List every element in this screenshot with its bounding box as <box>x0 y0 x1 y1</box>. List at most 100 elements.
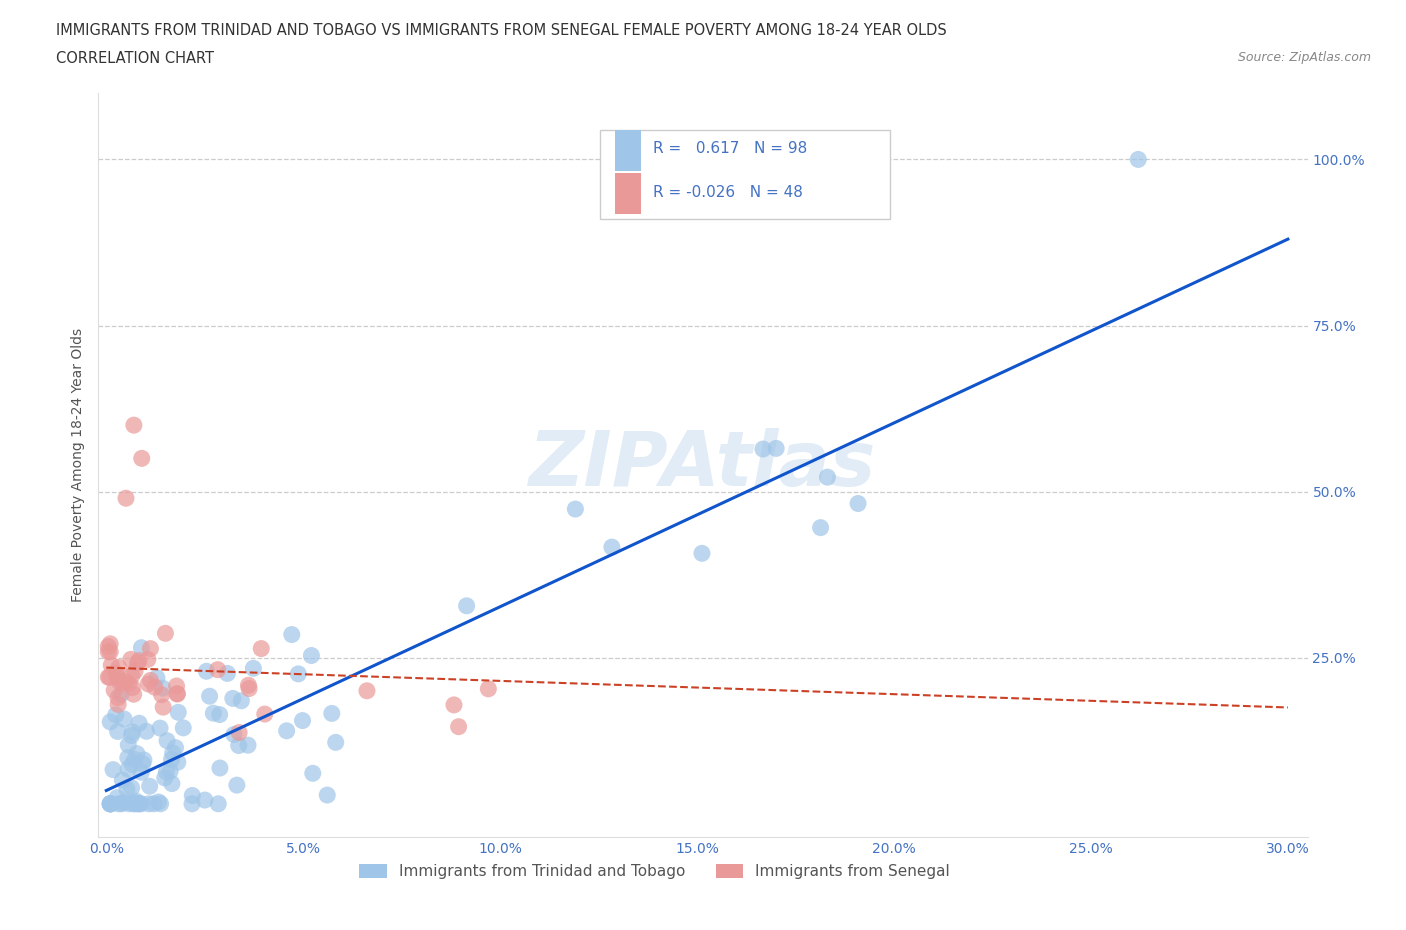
Point <box>690 546 713 561</box>
Point <box>125 793 148 808</box>
Point <box>253 707 276 722</box>
Point <box>98 796 121 811</box>
Point <box>120 652 142 667</box>
Point <box>138 796 160 811</box>
Point <box>105 670 128 684</box>
Point <box>128 653 150 668</box>
Point <box>181 788 204 803</box>
Point <box>817 470 839 485</box>
Point <box>117 737 139 752</box>
Point <box>118 796 141 811</box>
Point <box>166 686 188 701</box>
Point <box>127 656 149 671</box>
Point <box>142 796 165 811</box>
Point <box>108 660 131 675</box>
Point <box>600 539 623 554</box>
Point <box>97 644 120 659</box>
Point <box>166 686 188 701</box>
Point <box>108 674 131 689</box>
Point <box>242 661 264 676</box>
Point <box>752 442 775 457</box>
Text: R =   0.617   N = 98: R = 0.617 N = 98 <box>654 140 807 155</box>
Point <box>162 746 184 761</box>
Point <box>121 757 143 772</box>
Point <box>107 796 129 811</box>
Y-axis label: Female Poverty Among 18-24 Year Olds: Female Poverty Among 18-24 Year Olds <box>72 328 86 602</box>
Point <box>110 796 132 811</box>
Point <box>121 728 143 743</box>
Text: ZIPAtlas: ZIPAtlas <box>529 428 877 502</box>
Point <box>217 666 239 681</box>
Point <box>198 689 221 704</box>
Point <box>236 737 259 752</box>
FancyBboxPatch shape <box>614 130 641 171</box>
Text: R = -0.026   N = 48: R = -0.026 N = 48 <box>654 185 803 200</box>
Point <box>98 796 121 811</box>
Point <box>316 788 339 803</box>
Point <box>121 680 143 695</box>
Point <box>100 796 122 811</box>
Point <box>128 716 150 731</box>
Point <box>127 796 149 811</box>
Point <box>149 796 172 811</box>
Point <box>104 666 127 681</box>
Point <box>125 746 148 761</box>
Point <box>117 751 139 765</box>
Point <box>356 684 378 698</box>
Point <box>281 627 304 642</box>
Point <box>238 681 260 696</box>
Point <box>101 763 124 777</box>
Point <box>276 724 298 738</box>
Point <box>129 796 152 811</box>
Point <box>131 451 153 466</box>
Point <box>167 705 190 720</box>
Point <box>112 795 135 810</box>
Point <box>208 707 231 722</box>
Point <box>146 671 169 685</box>
Point <box>98 644 121 659</box>
Point <box>121 724 143 739</box>
Point <box>122 418 145 432</box>
Point <box>287 667 309 682</box>
Point <box>121 669 143 684</box>
Point <box>131 764 153 779</box>
Point <box>107 724 129 739</box>
Point <box>98 714 121 729</box>
Point <box>159 764 181 778</box>
Point <box>299 648 322 663</box>
Point <box>153 770 176 785</box>
Point <box>765 441 787 456</box>
FancyBboxPatch shape <box>600 130 890 219</box>
Point <box>148 794 170 809</box>
Point <box>166 679 188 694</box>
Point <box>121 780 143 795</box>
Point <box>447 719 470 734</box>
Point <box>118 676 141 691</box>
Point <box>122 686 145 701</box>
Point <box>149 721 172 736</box>
Point <box>207 796 229 811</box>
Point <box>114 674 136 689</box>
Point <box>115 782 138 797</box>
Point <box>846 496 869 511</box>
Point <box>132 756 155 771</box>
Point <box>160 752 183 767</box>
Point <box>98 796 121 811</box>
Point <box>138 778 160 793</box>
Point <box>222 727 245 742</box>
Point <box>222 691 245 706</box>
Point <box>155 626 177 641</box>
Point <box>107 690 129 705</box>
Point <box>124 796 146 811</box>
Point <box>112 711 135 726</box>
Point <box>207 662 229 677</box>
Point <box>139 641 162 656</box>
Point <box>152 699 174 714</box>
Point <box>97 639 120 654</box>
Point <box>152 681 174 696</box>
Point <box>477 682 499 697</box>
Point <box>136 676 159 691</box>
Point <box>105 790 128 805</box>
Point <box>97 670 120 684</box>
Point <box>291 713 314 728</box>
